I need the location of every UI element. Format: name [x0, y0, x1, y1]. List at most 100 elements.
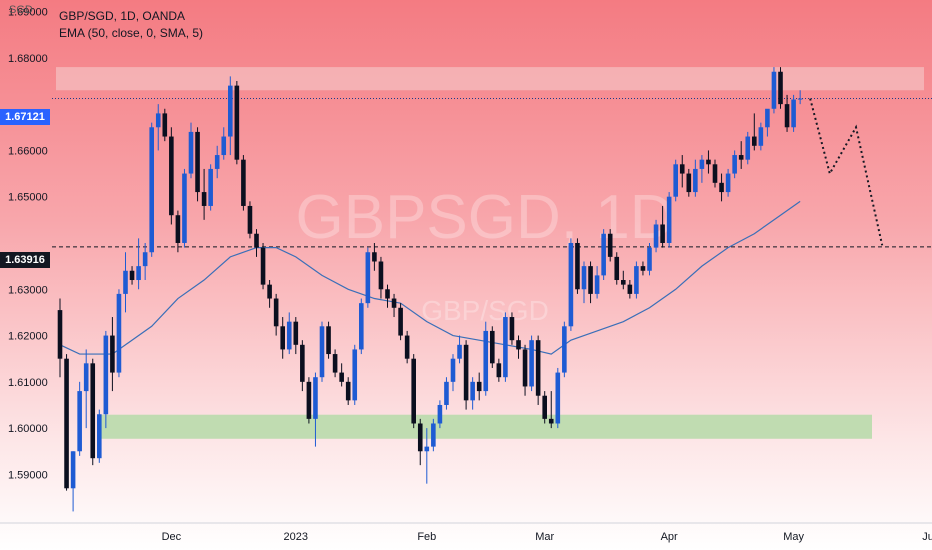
candle-body	[706, 159, 711, 165]
candle-body	[771, 71, 777, 109]
candle-body	[345, 381, 351, 401]
support-zone	[99, 414, 872, 439]
candle-body	[522, 349, 528, 387]
watermark-subtext: GBP/SGD	[421, 295, 549, 326]
candle-body	[784, 104, 790, 128]
x-tick-label: Jun	[922, 531, 932, 543]
candle-body	[188, 131, 194, 174]
candle-body	[201, 192, 207, 206]
candle-body	[516, 340, 521, 350]
x-tick-label: Feb	[417, 531, 436, 543]
candle-body	[562, 326, 567, 373]
candle-body	[621, 280, 626, 285]
candle-body	[116, 293, 122, 373]
candle-body	[765, 108, 770, 128]
candle-body	[155, 113, 161, 128]
candle-body	[732, 155, 737, 174]
x-tick-label: 2023	[284, 531, 308, 543]
candle-body	[640, 266, 646, 271]
candle-body	[64, 358, 69, 489]
candle-body	[634, 266, 639, 294]
candle-body	[476, 381, 482, 392]
candle-body	[293, 321, 299, 345]
candle-body	[404, 335, 410, 359]
candle-body	[496, 363, 502, 378]
candle-body	[267, 284, 272, 299]
y-tick-label: 1.66000	[8, 145, 48, 157]
candle-body	[208, 168, 213, 206]
candle-body	[679, 164, 685, 174]
y-tick-label: 1.68000	[8, 53, 48, 65]
candle-body	[372, 252, 377, 262]
candle-body	[725, 173, 731, 193]
x-tick-label: Dec	[162, 531, 182, 543]
candle-body	[110, 335, 115, 373]
candle-body	[483, 330, 489, 392]
candle-body	[607, 233, 613, 257]
candle-body	[365, 252, 371, 304]
candle-body	[437, 404, 443, 424]
candle-body	[90, 363, 96, 459]
x-tick-label: Mar	[535, 531, 554, 543]
candle-body	[594, 275, 600, 294]
resistance-zone	[56, 67, 924, 91]
current-price-tag: 1.67121	[0, 109, 50, 125]
candle-body	[273, 298, 279, 327]
candle-body	[444, 381, 449, 405]
candle-body	[280, 326, 285, 350]
candle-body	[398, 307, 403, 336]
ema-line	[59, 200, 801, 355]
candle-body	[195, 131, 200, 193]
candle-body	[352, 349, 358, 401]
candle-body	[509, 317, 515, 341]
candle-body	[254, 233, 259, 248]
candle-body	[568, 242, 574, 327]
candle-body	[738, 155, 744, 160]
candle-body	[162, 113, 168, 137]
candle-body	[503, 317, 508, 378]
candle-body	[588, 266, 593, 294]
candle-body	[555, 372, 561, 424]
candle-body	[313, 377, 318, 419]
candle-body	[411, 358, 416, 424]
candle-body	[712, 164, 718, 183]
candle-body	[228, 85, 233, 137]
candle-body	[221, 136, 227, 156]
candle-body	[378, 261, 384, 290]
level-price-tag: 1.63916	[0, 252, 50, 268]
watermark-text: GBPSGD, 1D	[296, 183, 675, 252]
candle-body	[601, 233, 606, 276]
candle-body	[719, 182, 724, 193]
candle-body	[791, 99, 796, 128]
candle-body	[653, 224, 659, 248]
candle-body	[319, 326, 325, 378]
candle-body	[417, 423, 423, 452]
candle-body	[548, 418, 554, 424]
candle-body	[660, 224, 665, 243]
candle-body	[241, 159, 246, 206]
candle-body	[332, 354, 338, 373]
candle-body	[169, 136, 174, 216]
candle-body	[470, 381, 475, 401]
candle-body	[260, 247, 266, 285]
projection-path	[809, 98, 884, 246]
candle-body	[529, 340, 534, 387]
candle-body	[129, 270, 135, 281]
candle-body	[614, 256, 620, 281]
candle-body	[542, 395, 547, 419]
candle-body	[391, 298, 397, 308]
candle-body	[758, 127, 764, 146]
candle-body	[247, 205, 253, 234]
candle-body	[385, 289, 390, 299]
candle-body	[424, 446, 430, 452]
candle-body	[457, 344, 462, 359]
candle-body	[182, 173, 187, 243]
candle-body	[57, 310, 63, 359]
y-tick-label: 1.65000	[8, 192, 48, 204]
candle-body	[575, 242, 580, 290]
candle-body	[535, 340, 541, 396]
candle-body	[693, 168, 698, 193]
candle-body	[647, 247, 652, 271]
x-tick-label: Apr	[661, 531, 678, 543]
